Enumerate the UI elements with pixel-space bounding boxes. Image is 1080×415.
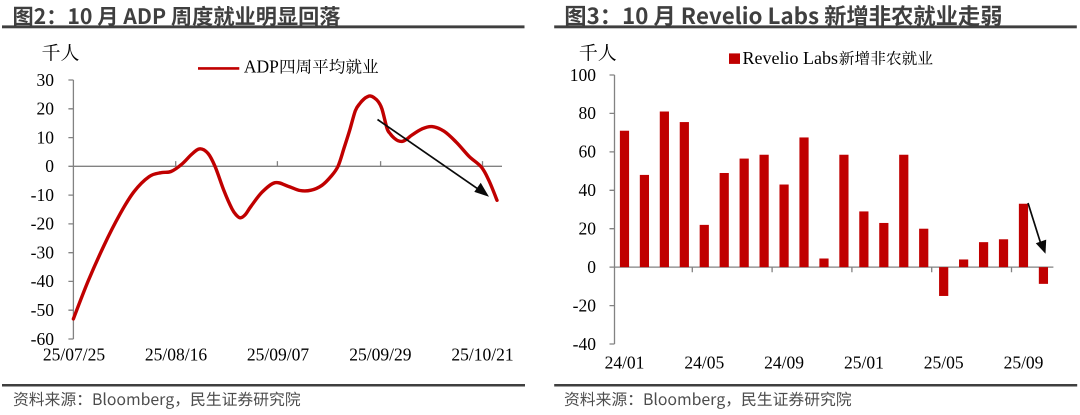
svg-text:-60: -60 — [31, 329, 55, 349]
svg-text:24/05: 24/05 — [684, 353, 724, 373]
svg-text:100: 100 — [570, 65, 597, 85]
svg-text:60: 60 — [579, 142, 597, 162]
svg-text:24/01: 24/01 — [605, 353, 645, 373]
svg-text:25/09/07: 25/09/07 — [247, 345, 309, 365]
svg-text:ADP: ADP — [244, 57, 279, 77]
svg-text:0: 0 — [45, 156, 54, 176]
svg-text:25/10/21: 25/10/21 — [451, 345, 513, 365]
svg-text:Revelio Labs: Revelio Labs — [743, 48, 838, 68]
svg-text:-10: -10 — [31, 185, 55, 205]
svg-text:20: 20 — [579, 219, 597, 239]
svg-text:-40: -40 — [573, 334, 597, 354]
svg-text:20: 20 — [37, 99, 55, 119]
svg-text:25/01: 25/01 — [844, 353, 884, 373]
svg-text:25/08/16: 25/08/16 — [145, 345, 207, 365]
svg-text:25/09/29: 25/09/29 — [349, 345, 411, 365]
svg-text:24/09: 24/09 — [764, 353, 804, 373]
svg-text:25/07/25: 25/07/25 — [43, 345, 105, 365]
svg-text:-30: -30 — [31, 243, 55, 263]
svg-text:0: 0 — [587, 257, 596, 277]
svg-text:-40: -40 — [31, 271, 55, 291]
svg-text:25/09: 25/09 — [1004, 353, 1044, 373]
svg-text:80: 80 — [579, 103, 597, 123]
svg-text:10: 10 — [37, 127, 55, 147]
svg-text:-20: -20 — [573, 295, 597, 315]
svg-text:-20: -20 — [31, 214, 55, 234]
svg-text:30: 30 — [37, 70, 55, 90]
svg-text:25/05: 25/05 — [924, 353, 964, 373]
svg-text:-50: -50 — [31, 300, 55, 320]
svg-text:40: 40 — [579, 180, 597, 200]
